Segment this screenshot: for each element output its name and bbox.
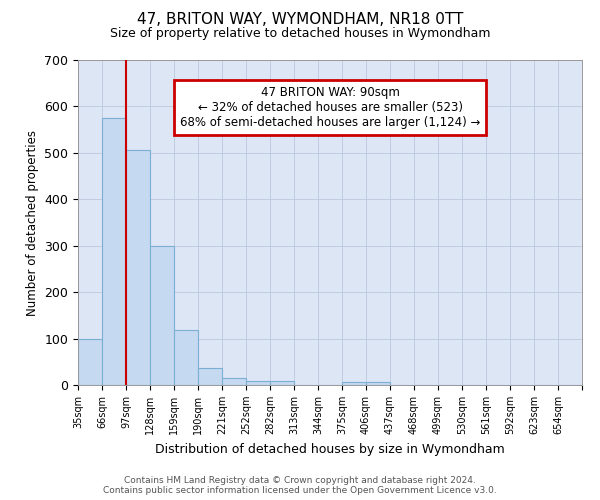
X-axis label: Distribution of detached houses by size in Wymondham: Distribution of detached houses by size … <box>155 442 505 456</box>
Bar <box>198 368 222 385</box>
Bar <box>246 382 270 385</box>
Bar <box>102 118 126 385</box>
Text: Size of property relative to detached houses in Wymondham: Size of property relative to detached ho… <box>110 28 490 40</box>
Text: Contains HM Land Registry data © Crown copyright and database right 2024.
Contai: Contains HM Land Registry data © Crown c… <box>103 476 497 495</box>
Bar <box>222 378 246 385</box>
Bar <box>78 338 102 385</box>
Bar <box>342 382 366 385</box>
Y-axis label: Number of detached properties: Number of detached properties <box>26 130 39 316</box>
Bar <box>174 330 198 385</box>
Bar <box>150 246 174 385</box>
Bar <box>126 150 150 385</box>
Text: 47, BRITON WAY, WYMONDHAM, NR18 0TT: 47, BRITON WAY, WYMONDHAM, NR18 0TT <box>137 12 463 28</box>
Bar <box>366 382 390 385</box>
Text: 47 BRITON WAY: 90sqm
← 32% of detached houses are smaller (523)
68% of semi-deta: 47 BRITON WAY: 90sqm ← 32% of detached h… <box>180 86 480 129</box>
Bar <box>270 382 294 385</box>
